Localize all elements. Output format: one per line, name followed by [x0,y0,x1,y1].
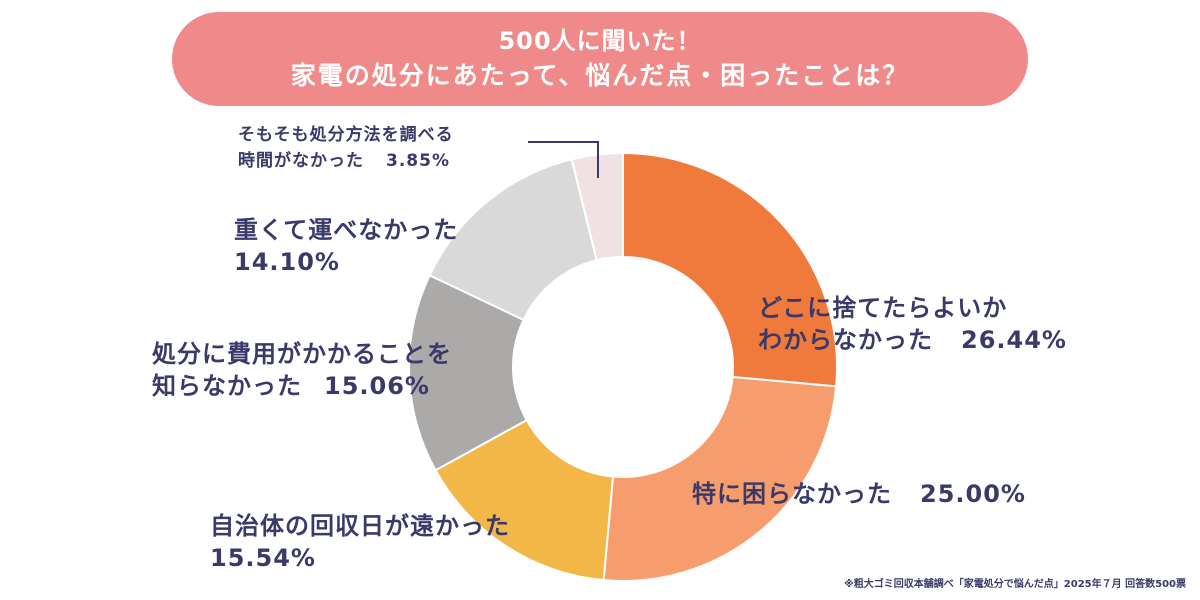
donut-slice-1 [602,375,838,582]
label-slice-4: 重くて運べなかった 14.10% [234,214,458,278]
slice-2-name: 自治体の回収日が遠かった [210,512,510,540]
slice-4-name: 重くて運べなかった [234,216,459,244]
leader-line-slice-5 [528,141,599,178]
label-slice-3: 処分に費用がかかることを 知らなかった 15.06% [152,338,452,402]
slice-5-value: 3.85% [386,151,450,171]
donut-slice-0 [622,151,838,388]
chart-title-line1: 500人に聞いた！ [498,27,702,55]
slice-5-name-line1: そもそも処分方法を調べる [238,125,454,145]
slice-3-value: 15.06% [324,372,430,400]
slice-0-name-line1: どこに捨てたらよいか [758,294,1008,322]
slice-0-value: 26.44% [961,326,1067,354]
slice-3-name-line2: 知らなかった [152,372,302,400]
donut-slice-2 [434,418,615,582]
label-slice-5: そもそも処分方法を調べる 時間がなかった 3.85% [238,122,454,174]
label-slice-1: 特に困らなかった 25.00% [692,478,1026,510]
label-slice-2: 自治体の回収日が遠かった 15.54% [210,510,510,574]
donut-slice-5 [570,151,624,262]
donut-slice-3 [408,273,529,472]
source-note: ※粗大ゴミ回収本舗調べ「家電処分で悩んだ点」2025年７月 回答数500票 [844,579,1186,590]
title-banner: 500人に聞いた！ 家電の処分にあたって、悩んだ点・困ったことは？ [172,12,1028,106]
slice-1-value: 25.00% [920,480,1026,508]
slice-1-name: 特に困らなかった [692,480,892,508]
label-slice-0: どこに捨てたらよいか わからなかった 26.44% [758,292,1067,356]
slice-2-value: 15.54% [210,544,316,572]
slice-3-name-line1: 処分に費用がかかることを [152,340,452,368]
slice-0-name-line2: わからなかった [758,326,933,354]
chart-title-line2: 家電の処分にあたって、悩んだ点・困ったことは？ [290,61,910,90]
slice-4-value: 14.10% [234,248,340,276]
slice-5-name-line2: 時間がなかった [238,151,364,171]
